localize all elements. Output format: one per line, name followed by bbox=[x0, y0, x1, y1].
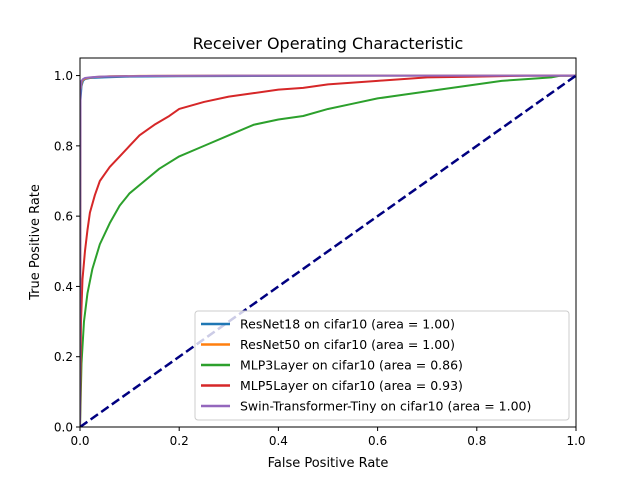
y-tick-label: 0.6 bbox=[54, 210, 73, 224]
legend-label: Swin-Transformer-Tiny on cifar10 (area =… bbox=[240, 399, 531, 414]
legend-label: MLP3Layer on cifar10 (area = 0.86) bbox=[240, 358, 463, 373]
legend-label: ResNet50 on cifar10 (area = 1.00) bbox=[240, 337, 455, 352]
y-tick-label: 0.8 bbox=[54, 139, 73, 153]
y-tick-label: 1.0 bbox=[54, 69, 73, 83]
y-tick-label: 0.0 bbox=[54, 421, 73, 435]
plot-area bbox=[80, 74, 576, 427]
y-tick-label: 0.2 bbox=[54, 350, 73, 364]
legend: ResNet18 on cifar10 (area = 1.00) ResNet5… bbox=[194, 310, 570, 421]
x-tick-label: 0.6 bbox=[368, 434, 387, 448]
axes: 0.0 0.2 0.4 0.6 0.8 1.0 0.0 0.2 0.4 0.6 0.8 1.0 bbox=[54, 57, 586, 448]
chart-title: Receiver Operating Characteristic bbox=[193, 34, 464, 53]
legend-label: ResNet18 on cifar10 (area = 1.00) bbox=[240, 317, 455, 332]
reference-diagonal-line bbox=[80, 74, 576, 427]
y-tick-label: 0.4 bbox=[54, 280, 73, 294]
x-tick-label: 0.4 bbox=[269, 434, 288, 448]
legend-box bbox=[194, 310, 570, 421]
series-line-3 bbox=[80, 74, 576, 427]
axes-frame bbox=[79, 57, 577, 428]
series-line-5 bbox=[80, 74, 576, 427]
legend-label: MLP5Layer on cifar10 (area = 0.93) bbox=[240, 378, 463, 393]
series-line-4 bbox=[80, 74, 576, 427]
y-axis-label: True Positive Rate bbox=[28, 184, 43, 301]
x-tick-label: 0.8 bbox=[467, 434, 486, 448]
x-tick-label: 1.0 bbox=[566, 434, 585, 448]
x-tick-label: 0.2 bbox=[170, 434, 189, 448]
x-axis-label: False Positive Rate bbox=[268, 456, 389, 471]
x-tick-label: 0.0 bbox=[70, 434, 89, 448]
